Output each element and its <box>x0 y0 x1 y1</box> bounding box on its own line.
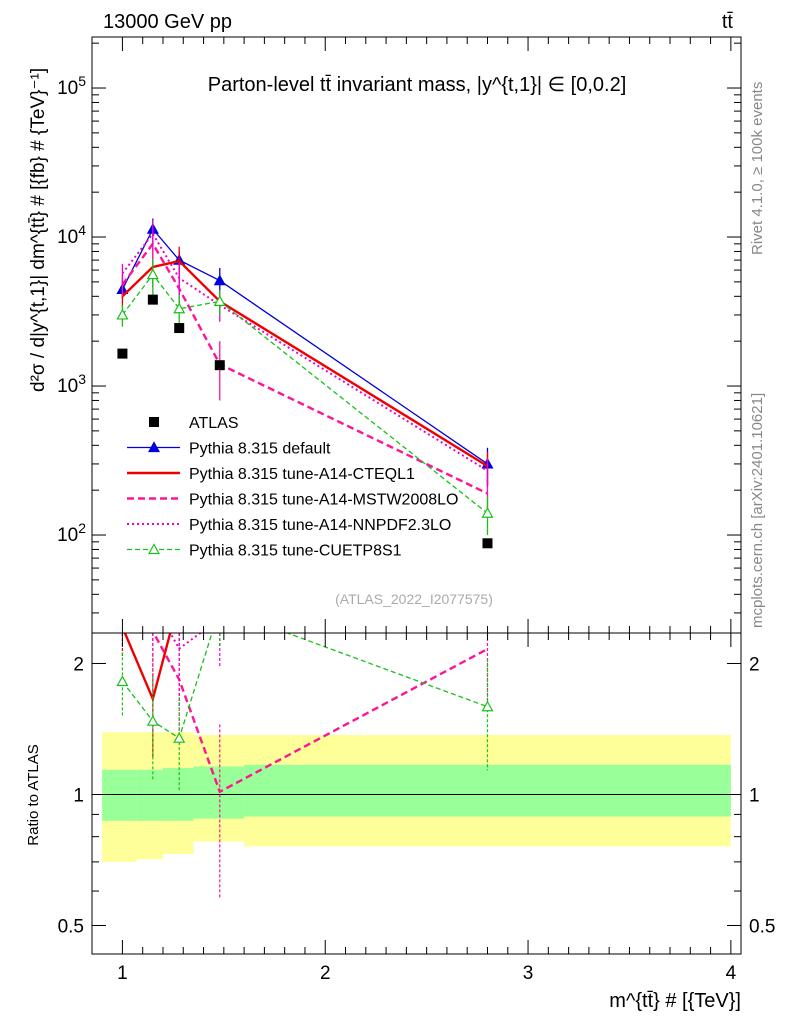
y-tick-label: 103 <box>57 371 86 397</box>
cuetp8s1-ratio-point-1 <box>116 675 129 687</box>
ratio-tick-label: 0.5 <box>58 916 84 937</box>
band-inner-band-2 <box>136 769 163 821</box>
atlas-point-4 <box>214 360 225 371</box>
cuetp8s1-ratio-point-5 <box>481 700 494 712</box>
legend-nnpdf-label: Pythia 8.315 tune-A14-NNPDF2.3LO <box>189 517 451 534</box>
header-energy: 13000 GeV pp <box>103 11 232 33</box>
ratio-axis-label: Ratio to ATLAS <box>25 744 42 845</box>
analysis-id: (ATLAS_2022_I2077575) <box>335 591 493 607</box>
atlas-point-1 <box>117 348 128 359</box>
band-inner-band-5 <box>244 764 731 817</box>
nnpdf-series-line <box>121 232 489 472</box>
y-tick-label: 105 <box>57 73 86 99</box>
default-point-4 <box>213 274 226 286</box>
cuetp8s1-point-3 <box>173 302 186 314</box>
legend-mstw-label: Pythia 8.315 tune-A14-MSTW2008LO <box>189 492 458 509</box>
rivet-label: Rivet 4.1.0, ≥ 100k events <box>749 82 766 255</box>
y-axis-label: d²σ / d|y^{t,1}| dm^{tt̄} # [{fb} # {TeV… <box>28 68 49 392</box>
y-tick-label: 102 <box>57 520 86 546</box>
main-panel: Parton-level tt̄ invariant mass, |y^{t,1… <box>28 36 742 634</box>
atlas-point-5 <box>482 538 493 549</box>
cuetp8s1-point-2 <box>146 268 159 280</box>
ratio-tick-label-right: 0.5 <box>749 916 775 937</box>
legend-cteql1-label: Pythia 8.315 tune-A14-CTEQL1 <box>189 466 415 483</box>
atlas-point-3 <box>174 323 185 334</box>
cuetp8s1-ratio-point-3 <box>173 731 186 743</box>
cteql1-series-line <box>121 259 489 468</box>
legend-cuetp8s1-marker <box>147 543 161 555</box>
band-inner-band-1 <box>102 769 137 821</box>
cteql1-ratio-line <box>123 633 172 703</box>
ratio-panel: Ratio to ATLAS <box>25 632 742 955</box>
chart-title: Parton-level tt̄ invariant mass, |y^{t,1… <box>208 74 627 96</box>
legend-default-marker <box>147 441 161 453</box>
x-tick-label: 3 <box>523 963 534 984</box>
mcplots-label: mcplots.cern.ch [arXiv:2401.10621] <box>749 393 766 628</box>
cuetp8s1-ratio-point-2 <box>146 714 159 726</box>
band-inner-band-4 <box>193 766 245 819</box>
cuetp8s1-point-4 <box>213 295 226 306</box>
header-process: tt̄ <box>722 11 734 33</box>
legend-cuetp8s1-label: Pythia 8.315 tune-CUETP8S1 <box>189 543 402 560</box>
legend-atlas-marker <box>149 417 159 427</box>
legend-default-label: Pythia 8.315 default <box>189 441 331 458</box>
atlas-point-2 <box>147 294 158 305</box>
cuetp8s1-point-5 <box>481 507 494 518</box>
ratio-tick-label-right: 1 <box>749 785 760 806</box>
x-tick-label: 1 <box>117 963 128 984</box>
ratio-tick-label-right: 2 <box>749 654 760 675</box>
cuetp8s1-point-1 <box>116 308 129 320</box>
y-tick-label: 104 <box>57 222 86 248</box>
cuetp8s1-series-line <box>121 273 488 514</box>
ratio-tick-label: 1 <box>73 785 84 806</box>
x-tick-label: 2 <box>320 963 331 984</box>
x-axis-label: m^{tt̄} # [{TeV}] <box>609 990 741 1012</box>
legend: ATLAS Pythia 8.315 default Pythia 8.315 tu… <box>127 415 458 560</box>
ratio-frame <box>91 632 742 955</box>
ratio-tick-label: 2 <box>73 654 84 675</box>
x-tick-label: 4 <box>726 963 737 984</box>
legend-atlas-label: ATLAS <box>189 415 239 432</box>
